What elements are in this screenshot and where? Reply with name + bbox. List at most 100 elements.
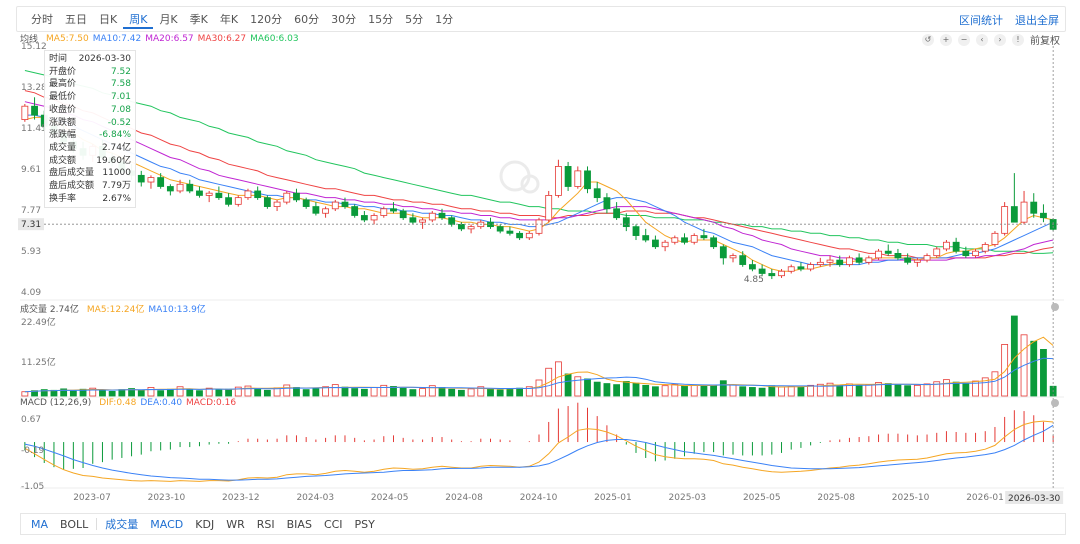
tooltip-row: 盘后成交量 11000 xyxy=(49,167,131,180)
candle xyxy=(312,202,320,216)
tooltip-key: 涨跌额 xyxy=(49,117,77,128)
macd-value-legend: MACD:0.16 xyxy=(186,398,237,408)
volume-bar xyxy=(787,385,795,397)
candle xyxy=(234,195,242,207)
period-tab[interactable]: 60分 xyxy=(294,13,320,26)
indicator-tab[interactable]: MACD xyxy=(150,517,184,531)
candle xyxy=(991,231,999,247)
tooltip-key: 成交量 xyxy=(49,142,77,153)
period-tab[interactable]: 120分 xyxy=(250,13,283,26)
indicator-tab[interactable]: WR xyxy=(226,517,245,531)
pan-left-icon[interactable]: ‹ xyxy=(976,33,988,46)
tooltip-key: 成交额 xyxy=(49,155,77,166)
volume-bar xyxy=(749,387,756,397)
x-tick-label: 2024-03 xyxy=(296,493,334,503)
period-tab[interactable]: 年K xyxy=(219,13,239,26)
volume-bar xyxy=(603,383,611,397)
reset-icon[interactable]: ↺ xyxy=(922,33,934,46)
candle xyxy=(739,251,747,267)
tooltip-key: 最高价 xyxy=(49,79,77,90)
candle-body xyxy=(865,257,873,263)
macd-tick-label: -1.05 xyxy=(21,482,44,492)
ohlc-tooltip: 时间 2026-03-30 开盘价 7.52 最高价 7.58 最低价 7.01 收盘价 7.08… xyxy=(44,50,136,209)
period-tab[interactable]: 月K xyxy=(159,13,178,26)
interval-stats-link[interactable]: 区间统计 xyxy=(959,14,1003,27)
indicator-tab[interactable]: RSI xyxy=(256,517,275,531)
candle xyxy=(904,253,912,265)
tooltip-key: 最低价 xyxy=(49,92,77,103)
candle xyxy=(719,244,727,265)
candle-body xyxy=(496,226,504,232)
volume-bar xyxy=(118,389,126,397)
candle xyxy=(525,231,533,241)
volume-bar xyxy=(564,373,572,397)
volume-legend-label: 成交量 2.74亿 xyxy=(20,305,79,315)
volume-bar xyxy=(477,386,485,397)
exit-fullscreen-link[interactable]: 退出全屏 xyxy=(1015,14,1059,27)
volume-bar xyxy=(865,384,873,397)
adjust-mode-select[interactable]: 前复权 xyxy=(1030,36,1060,47)
candle xyxy=(642,228,650,243)
candle-body xyxy=(370,215,378,221)
indicator-tab[interactable]: 成交量 xyxy=(105,518,139,531)
volume-bar xyxy=(807,384,815,397)
candle xyxy=(661,240,669,252)
period-tab[interactable]: 日K xyxy=(99,13,118,26)
ma20-legend: MA20:6.57 xyxy=(145,33,194,44)
period-tab[interactable]: 30分 xyxy=(331,13,357,26)
period-tab[interactable]: 五日 xyxy=(65,13,87,26)
indicator-tab[interactable]: MA xyxy=(31,517,49,531)
candle xyxy=(409,213,417,225)
tooltip-value: 2026-03-30 xyxy=(78,54,131,64)
indicator-tab[interactable]: CCI xyxy=(323,517,343,531)
candle-body xyxy=(739,255,747,265)
candle xyxy=(1030,193,1038,218)
candle xyxy=(516,231,524,241)
candle xyxy=(729,253,737,263)
volume-bar xyxy=(661,385,669,397)
top-actions: 区间统计 退出全屏 xyxy=(959,12,1059,28)
candle-body xyxy=(700,235,708,239)
period-tab[interactable]: 5分 xyxy=(405,13,424,26)
candle xyxy=(884,244,892,256)
period-tab[interactable]: 周K xyxy=(123,12,154,29)
candle xyxy=(283,190,291,205)
dif-legend: DIF:0.48 xyxy=(99,398,137,408)
volume-bar xyxy=(467,388,475,397)
pan-right-icon[interactable]: › xyxy=(994,33,1006,46)
candle-body xyxy=(816,261,824,265)
volume-tick-label: 11.25亿 xyxy=(21,356,56,368)
candle-body xyxy=(312,206,320,214)
volume-bar xyxy=(778,386,785,397)
candle-body xyxy=(448,217,456,225)
candle-body xyxy=(351,206,359,216)
candle xyxy=(671,235,679,245)
candle-body xyxy=(768,273,776,277)
candle-body xyxy=(603,197,611,210)
candle-body xyxy=(322,208,329,214)
info-icon[interactable]: ! xyxy=(1012,33,1024,46)
indicator-tab[interactable]: KDJ xyxy=(195,517,215,531)
candle-body xyxy=(225,197,232,205)
candle xyxy=(331,199,339,212)
volume-bar xyxy=(506,388,514,397)
indicator-tab[interactable]: PSY xyxy=(354,517,375,531)
zoom-in-icon[interactable]: + xyxy=(940,33,952,46)
tooltip-value: 7.52 xyxy=(110,66,131,77)
tab-separator xyxy=(96,518,98,530)
period-tab[interactable]: 1分 xyxy=(435,13,454,26)
candle xyxy=(584,166,591,194)
indicator-tab[interactable]: BOLL xyxy=(60,517,89,531)
current-price-tag xyxy=(18,218,44,231)
period-tab[interactable]: 季K xyxy=(189,13,208,26)
period-tab[interactable]: 15分 xyxy=(368,13,394,26)
zoom-out-icon[interactable]: − xyxy=(958,33,970,46)
candle-body xyxy=(535,219,543,234)
candle-body xyxy=(661,241,669,248)
kline-chart-canvas[interactable]: 4.85 15.12 13.28 11.45 9.61 7.77 5.93 4.09 22.4… xyxy=(0,0,1080,510)
indicator-tab[interactable]: BIAS xyxy=(286,517,312,531)
ma60-legend: MA60:6.03 xyxy=(250,33,299,44)
candle-body xyxy=(205,192,213,196)
period-tab[interactable]: 分时 xyxy=(31,13,53,26)
candle-body xyxy=(341,201,349,207)
